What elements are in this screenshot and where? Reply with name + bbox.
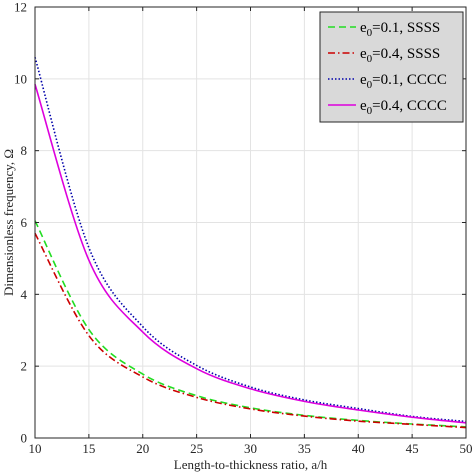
legend-box [319,11,464,123]
legend-label-rest: =0.4, CCCC [372,98,447,114]
legend-label-subscript: 0 [367,105,373,117]
legend-label-rest: =0.1, SSSS [372,20,440,36]
y-tick-label: 6 [21,215,28,230]
legend-label-base: e [360,46,367,62]
legend-label-4: e0=0.4, CCCC [360,98,447,117]
series-line-2 [34,232,467,429]
x-tick-label: 25 [190,441,203,456]
x-tick-label: 10 [29,441,42,456]
legend-label-rest: =0.4, SSSS [372,46,440,62]
legend-label-rest: =0.1, CCCC [372,72,447,88]
y-tick-label: 2 [21,359,28,374]
legend-label-3: e0=0.1, CCCC [360,72,447,91]
y-tick-label: 8 [21,143,28,158]
ticks [34,6,467,439]
y-tick-label: 4 [21,287,28,302]
legend-label-base: e [360,98,367,114]
x-tick-label: 20 [136,441,149,456]
legend-label-2: e0=0.4, SSSS [360,46,440,65]
y-tick-label: 12 [14,0,27,15]
legend-label-base: e [360,20,367,36]
y-tick-label: 10 [14,71,27,86]
x-tick-label: 35 [298,441,311,456]
legend-label-subscript: 0 [367,53,373,65]
x-tick-label: 30 [244,441,257,456]
y-axis-label: Dimensionless frequency, Ω [1,149,16,296]
legend-label-1: e0=0.1, SSSS [360,20,440,39]
x-tick-label: 15 [82,441,95,456]
legend-label-base: e [360,72,367,88]
series-line-4 [34,83,467,424]
legend-label-subscript: 0 [367,79,373,91]
x-tick-label: 50 [460,441,473,456]
y-tick-label: 0 [21,431,28,446]
legend-label-subscript: 0 [367,27,373,39]
x-tick-label: 40 [352,441,365,456]
series-layer [34,57,467,429]
x-axis-label: Length-to-thickness ratio, a/h [174,457,328,472]
x-tick-label: 45 [406,441,419,456]
tick-labels: 10 15 20 25 30 35 40 45 50 0 2 4 6 8 10 12 [14,0,473,456]
